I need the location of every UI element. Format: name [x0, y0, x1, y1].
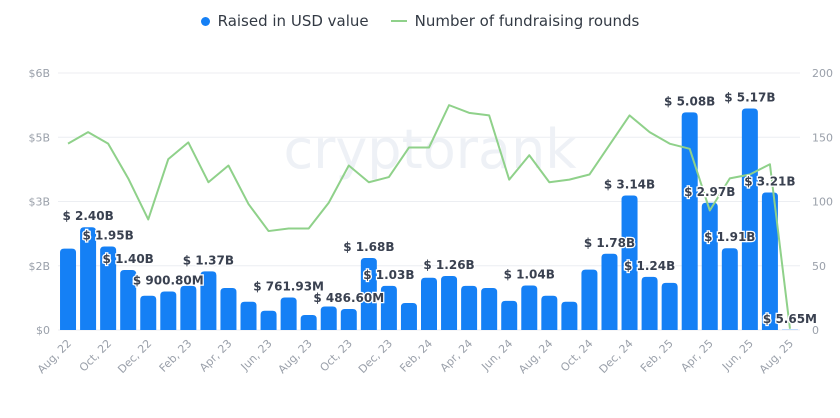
bar-data-label: $ 1.68B [343, 240, 394, 254]
legend-label-rounds: Number of fundraising rounds [414, 12, 640, 30]
y-left-tick-label: $3B [28, 196, 50, 209]
x-tick-label: Aug, 24 [516, 337, 555, 376]
bar [421, 277, 437, 330]
bar [621, 195, 638, 330]
y-left-tick-label: $5B [28, 131, 50, 144]
bar-data-label: $ 1.24B [624, 259, 675, 273]
bar [761, 192, 778, 330]
x-tick-label: Oct, 22 [77, 337, 114, 374]
bar [300, 315, 317, 330]
bar [681, 112, 698, 330]
bar-data-label: $ 1.03B [363, 268, 414, 282]
bar-data-label: $ 5.17B [724, 91, 775, 105]
bar [140, 295, 157, 330]
bar [601, 253, 618, 330]
bar-data-label: $ 1.40B [103, 252, 154, 266]
data-labels: $ 2.40B $ 1.95B $ 1.40B $ 900.80M $ 1.37B $ 7… [61, 89, 818, 327]
bar [180, 285, 197, 330]
bar [320, 306, 337, 330]
x-tick-label: Oct, 23 [317, 337, 354, 374]
bar-data-label: $ 761.93M [253, 279, 324, 293]
x-tick-label: Apr, 23 [197, 337, 234, 374]
bar-data-label: $ 2.40B [62, 209, 113, 223]
bar [721, 248, 738, 330]
x-tick-label: Aug, 22 [35, 337, 74, 376]
bar [100, 246, 117, 330]
legend-label-raised: Raised in USD value [217, 12, 369, 30]
y-right-tick-label: 0 [812, 324, 819, 337]
bar-data-label: $ 486.60M [313, 291, 384, 305]
bar-data-label: $ 5.08B [664, 94, 715, 108]
x-tick-label: Feb, 23 [157, 337, 195, 375]
bar [360, 258, 377, 330]
bar-data-label: $ 5.65M [763, 312, 817, 326]
watermark-logo: cryptorank [283, 118, 577, 181]
x-tick-label: Dec, 22 [115, 337, 154, 376]
bar-data-label: $ 1.91B [704, 230, 755, 244]
bar-series [60, 108, 798, 330]
legend-item-raised[interactable]: Raised in USD value [200, 12, 369, 30]
x-tick-label: Oct, 24 [558, 337, 595, 374]
legend: Raised in USD value Number of fundraisin… [0, 12, 840, 30]
bar-data-label: $ 3.21B [744, 175, 795, 189]
y-right-tick-label: 100 [812, 196, 833, 209]
bar [581, 269, 598, 330]
bar [60, 248, 77, 330]
rounds-line [67, 104, 791, 329]
bar-data-label: $ 3.14B [604, 178, 655, 192]
bar [641, 276, 658, 330]
bar-series-swatch [200, 16, 210, 26]
x-tick-label: Jun, 25 [719, 337, 756, 374]
x-tick-label: Apr, 25 [678, 337, 715, 374]
line-series-swatch [390, 20, 407, 22]
x-tick-label: Dec, 24 [597, 337, 636, 376]
bar-data-label: $ 1.95B [82, 228, 133, 242]
bar [200, 271, 217, 330]
y-left-tick-label: $6B [28, 67, 50, 80]
bar [120, 270, 137, 330]
bar-data-label: $ 1.26B [423, 258, 474, 272]
bar [541, 295, 558, 330]
bar [461, 285, 478, 330]
x-tick-label: Feb, 25 [638, 337, 676, 375]
x-tick-label: Jun, 23 [238, 337, 275, 374]
x-tick-label: Aug, 23 [276, 337, 315, 376]
bar [701, 202, 718, 330]
x-tick-label: Dec, 23 [356, 337, 395, 376]
bar [220, 288, 237, 330]
bar [400, 303, 417, 330]
bar [481, 288, 498, 330]
x-tick-label: Feb, 24 [397, 337, 435, 375]
x-tick-label: Aug, 25 [757, 337, 796, 376]
bar [661, 282, 678, 330]
bar [280, 297, 297, 330]
x-tick-label: Jun, 24 [478, 337, 515, 374]
y-left-tick-label: $2B [28, 260, 50, 273]
bar [240, 301, 257, 330]
x-tick-label: Apr, 24 [438, 337, 475, 374]
bar [260, 310, 277, 330]
bar-data-label: $ 900.80M [133, 273, 204, 287]
bar [521, 285, 538, 330]
bar-data-label: $ 1.04B [504, 267, 555, 281]
y-left-tick-label: $0 [36, 324, 50, 337]
bar-data-label: $ 1.78B [584, 236, 635, 250]
bar [441, 276, 458, 330]
bar [741, 108, 758, 330]
y-right-tick-label: 150 [812, 131, 833, 144]
bar [340, 309, 357, 330]
bar-data-label: $ 1.37B [183, 253, 234, 267]
y-right-tick-label: 50 [812, 260, 826, 273]
bar [80, 227, 97, 330]
bar [380, 285, 397, 330]
line-series [67, 104, 791, 329]
y-right-tick-label: 200 [812, 67, 833, 80]
bar [501, 300, 518, 330]
legend-item-rounds[interactable]: Number of fundraising rounds [390, 12, 640, 30]
bar-data-label: $ 2.97B [684, 185, 735, 199]
bar [160, 291, 177, 330]
bar [561, 301, 578, 330]
